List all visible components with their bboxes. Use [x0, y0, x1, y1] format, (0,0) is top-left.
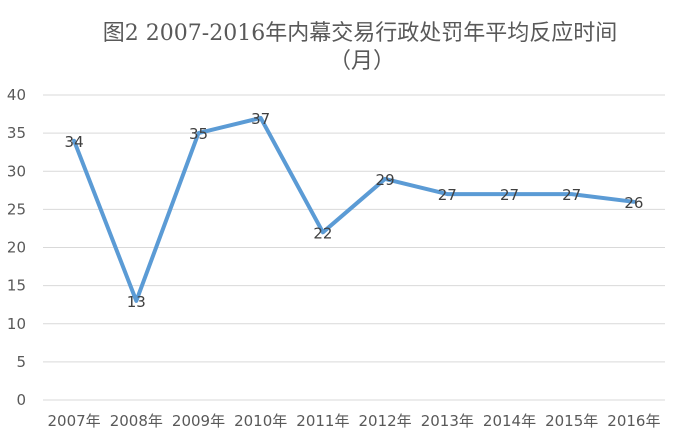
data-label: 27: [500, 186, 519, 204]
data-label: 13: [127, 293, 146, 311]
x-tick-label: 2011年: [296, 412, 349, 430]
data-label: 26: [624, 194, 643, 212]
x-axis-ticks: 2007年 2008年 2009年 2010年 2011年 2012年 2013年 2014年…: [48, 412, 661, 430]
x-tick-label: 2014年: [483, 412, 536, 430]
x-tick-label: 2012年: [359, 412, 412, 430]
x-tick-label: 2008年: [110, 412, 163, 430]
x-tick-label: 2009年: [172, 412, 225, 430]
gridlines: [43, 94, 665, 401]
y-tick-label: 25: [7, 200, 26, 218]
y-tick-label: 15: [7, 277, 26, 295]
data-label: 22: [313, 224, 332, 242]
x-tick-label: 2007年: [48, 412, 101, 430]
y-axis-ticks: 0 5 10 15 20 25 30 35 40: [7, 86, 26, 409]
series-line: [72, 115, 636, 303]
y-tick-label: 5: [16, 353, 26, 371]
x-tick-label: 2010年: [234, 412, 287, 430]
data-label: 27: [438, 186, 457, 204]
x-tick-label: 2015年: [545, 412, 598, 430]
x-tick-label: 2016年: [607, 412, 660, 430]
y-tick-label: 40: [7, 86, 26, 104]
series-layer: [72, 115, 636, 303]
x-tick-label: 2013年: [421, 412, 474, 430]
chart-title-line2: （月）: [329, 49, 395, 74]
data-label: 27: [562, 186, 581, 204]
data-label: 35: [189, 125, 208, 143]
y-tick-label: 20: [7, 239, 26, 257]
y-tick-label: 0: [16, 391, 26, 409]
chart-title-line1: 图2 2007-2016年内幕交易行政处罚年平均反应时间: [103, 21, 617, 46]
y-tick-label: 30: [7, 162, 26, 180]
data-label: 29: [376, 171, 395, 189]
y-tick-label: 10: [7, 315, 26, 333]
data-label: 34: [65, 133, 84, 151]
data-labels: 34 13 35 37 22 29 27 27 27 26: [65, 110, 644, 311]
data-label: 37: [251, 110, 270, 128]
y-tick-label: 35: [7, 124, 26, 142]
